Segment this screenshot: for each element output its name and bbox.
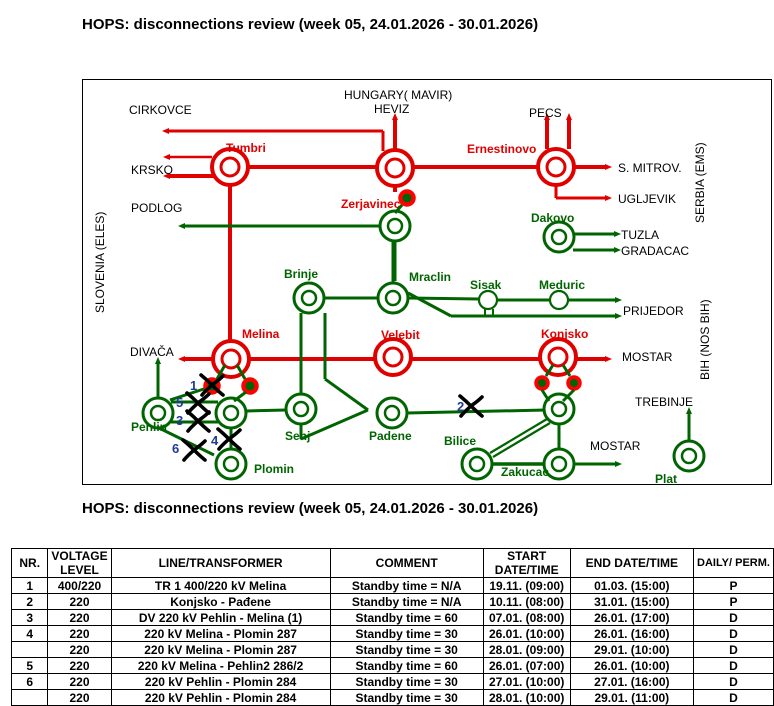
svg-text:1: 1 xyxy=(190,378,197,393)
svg-text:TREBINJE: TREBINJE xyxy=(635,395,693,409)
svg-text:3: 3 xyxy=(176,413,183,428)
svg-text:5: 5 xyxy=(176,395,183,410)
svg-text:UGLJEVIK: UGLJEVIK xyxy=(618,192,676,206)
svg-text:Meduric: Meduric xyxy=(539,278,585,292)
svg-text:HEVIZ: HEVIZ xyxy=(374,102,409,116)
svg-text:2: 2 xyxy=(457,399,464,414)
svg-text:Velebit: Velebit xyxy=(381,328,420,342)
svg-text:S. MITROV.: S. MITROV. xyxy=(618,161,682,175)
svg-text:Brinje: Brinje xyxy=(284,267,318,281)
svg-text:Konjsko: Konjsko xyxy=(541,327,588,341)
svg-text:6: 6 xyxy=(172,441,179,456)
svg-text:MOSTAR: MOSTAR xyxy=(590,439,641,453)
svg-text:Ernestinovo: Ernestinovo xyxy=(467,142,536,156)
svg-text:Padene: Padene xyxy=(369,429,412,443)
svg-text:TUZLA: TUZLA xyxy=(621,228,659,242)
svg-text:4: 4 xyxy=(211,433,219,448)
svg-text:Senj: Senj xyxy=(285,429,310,443)
svg-text:KRSKO: KRSKO xyxy=(131,163,173,177)
svg-text:Zakucac: Zakucac xyxy=(501,465,549,479)
svg-text:SERBIA (EMS): SERBIA (EMS) xyxy=(693,142,707,223)
svg-text:CIRKOVCE: CIRKOVCE xyxy=(129,103,192,117)
svg-text:MOSTAR: MOSTAR xyxy=(622,350,673,364)
svg-text:PRIJEDOR: PRIJEDOR xyxy=(623,304,684,318)
svg-text:Bilice: Bilice xyxy=(444,434,476,448)
svg-text:Plat: Plat xyxy=(655,472,677,485)
svg-text:PODLOG: PODLOG xyxy=(131,201,182,215)
svg-text:Tumbri: Tumbri xyxy=(226,141,266,155)
svg-text:Dakovo: Dakovo xyxy=(531,211,574,225)
svg-text:DIVAČA: DIVAČA xyxy=(130,344,174,359)
svg-text:Mraclin: Mraclin xyxy=(409,270,451,284)
svg-text:SLOVENIA (ELES): SLOVENIA (ELES) xyxy=(93,212,107,313)
svg-text:Melina: Melina xyxy=(242,327,280,341)
svg-text:PECS: PECS xyxy=(529,106,562,120)
svg-text:Plomin: Plomin xyxy=(254,462,294,476)
svg-text:BIH (NOS BIH): BIH (NOS BIH) xyxy=(698,299,712,380)
svg-text:GRADACAC: GRADACAC xyxy=(621,244,689,258)
svg-text:Sisak: Sisak xyxy=(470,278,502,292)
svg-text:HUNGARY( MAVIR): HUNGARY( MAVIR) xyxy=(344,88,452,102)
svg-text:Zerjavinec: Zerjavinec xyxy=(341,197,401,211)
svg-text:Pehlin: Pehlin xyxy=(131,420,167,434)
